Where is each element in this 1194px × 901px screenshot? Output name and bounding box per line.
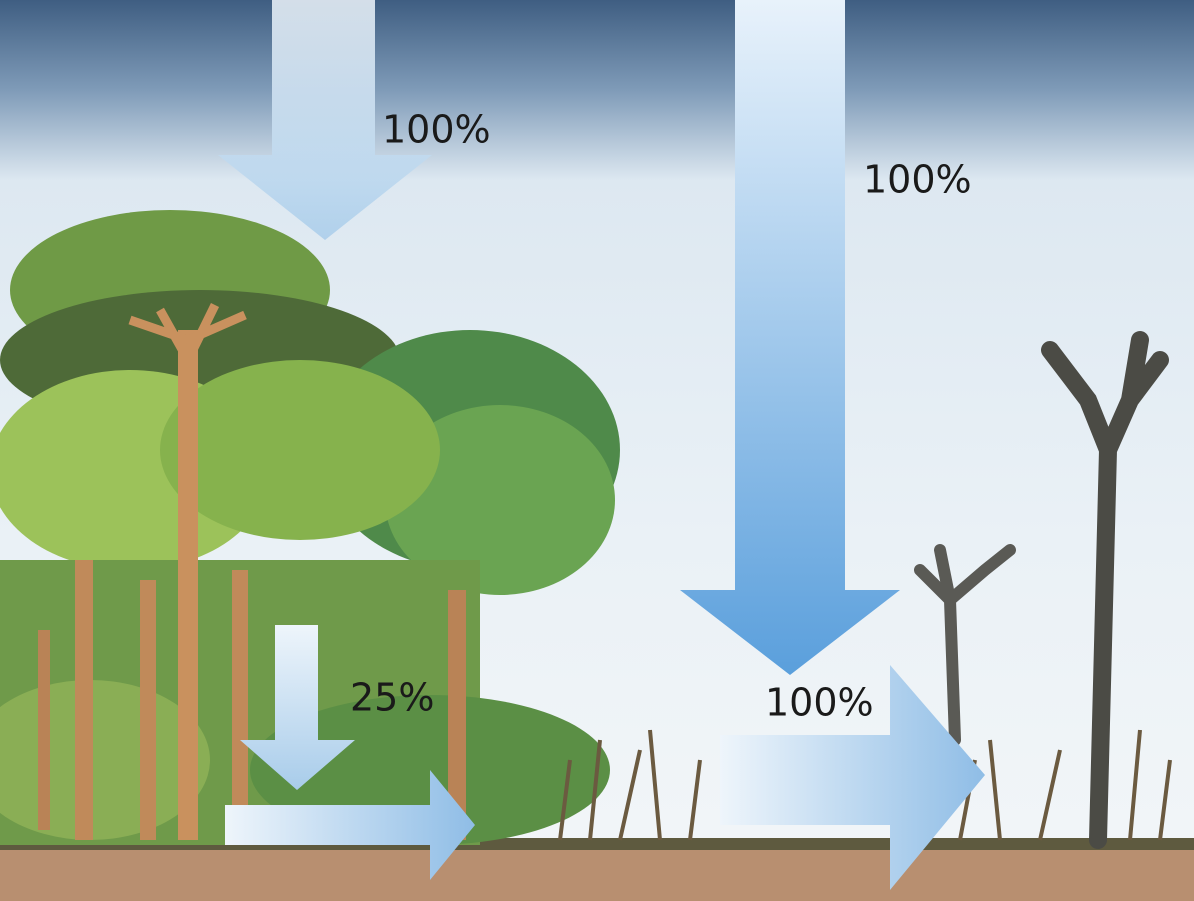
ground <box>0 845 1194 901</box>
trunk <box>75 560 93 840</box>
trunk <box>38 630 50 830</box>
percent-label: 100% <box>765 681 874 725</box>
page: 100% 100% 25% 100% (() => { const data =… <box>0 0 1194 901</box>
percent-label: 100% <box>863 158 972 202</box>
canopy <box>160 360 440 540</box>
percent-label: 100% <box>382 108 491 152</box>
illustration: 100% 100% 25% 100% <box>0 0 1194 901</box>
trunk <box>232 570 248 840</box>
trunk <box>178 330 198 840</box>
percent-label: 25% <box>350 676 434 720</box>
trunk <box>140 580 156 840</box>
